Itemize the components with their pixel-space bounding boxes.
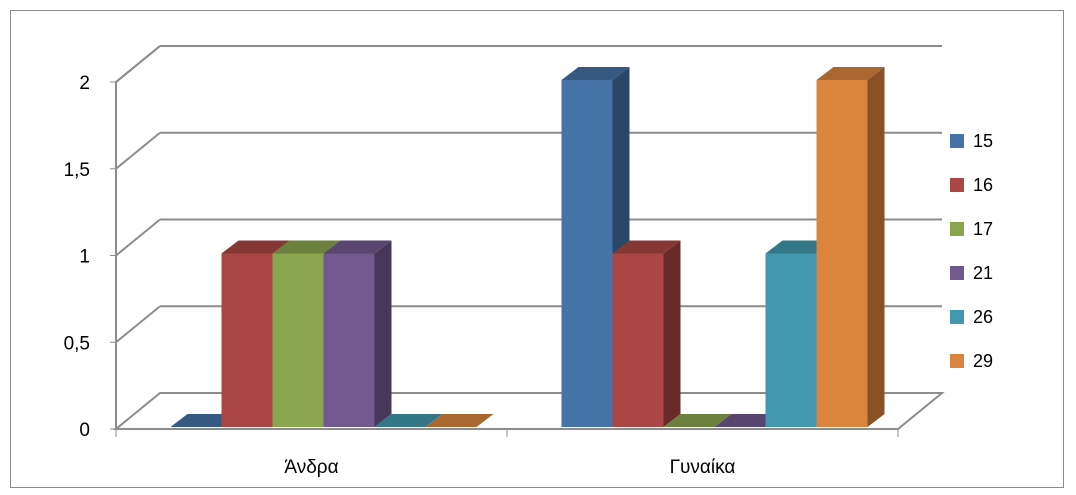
legend-swatch — [950, 310, 964, 324]
y-tick-label: 1 — [79, 247, 90, 268]
gridline-depth — [115, 218, 161, 257]
chart-border — [10, 10, 1064, 488]
bar-top — [272, 240, 341, 254]
bar-top — [816, 67, 885, 80]
bar-side — [663, 240, 681, 427]
legend-label: 16 — [973, 174, 994, 195]
gridline-depth — [115, 45, 161, 83]
bar-top — [374, 414, 443, 427]
legend-label: 15 — [973, 130, 994, 151]
y-tick-label: 0 — [79, 420, 90, 441]
legend-label: 29 — [973, 350, 994, 371]
legend-item: 26 — [950, 301, 1060, 333]
legend-item: 29 — [950, 345, 1060, 377]
bar-side — [867, 67, 885, 427]
bar-side — [374, 240, 392, 427]
floor — [113, 392, 945, 430]
bar — [816, 80, 868, 427]
bar — [221, 253, 273, 427]
bar-top — [221, 240, 290, 254]
legend-item: 15 — [950, 125, 1060, 157]
bar — [765, 253, 817, 427]
x-tick-label: Άνδρα — [284, 457, 338, 478]
legend-label: 21 — [973, 262, 994, 283]
gridline-depth — [115, 131, 161, 170]
bar — [561, 80, 613, 427]
legend-item: 17 — [950, 213, 1060, 245]
bar-top — [323, 240, 392, 254]
x-tick-label: Γυναίκα — [670, 457, 736, 478]
legend-swatch — [950, 354, 964, 368]
legend-swatch — [950, 134, 964, 148]
bar — [612, 253, 664, 427]
legend-swatch — [950, 178, 964, 192]
y-tick-label: 2 — [79, 73, 90, 94]
bar-top — [425, 414, 494, 427]
legend-item: 21 — [950, 257, 1060, 289]
bar-top — [612, 240, 681, 254]
legend-swatch — [950, 266, 964, 280]
y-tick-label: 1,5 — [64, 160, 90, 181]
bar — [272, 253, 324, 427]
bar — [323, 253, 375, 427]
legend-swatch — [950, 222, 964, 236]
y-tick-label: 0,5 — [64, 333, 90, 354]
bar-top — [561, 67, 630, 80]
bar-top — [663, 414, 732, 427]
legend-label: 17 — [973, 218, 994, 239]
legend: 15 16 17 21 26 29 — [950, 125, 1060, 389]
gridline-depth — [115, 305, 161, 344]
legend-item: 16 — [950, 169, 1060, 201]
legend-label: 26 — [973, 306, 994, 327]
